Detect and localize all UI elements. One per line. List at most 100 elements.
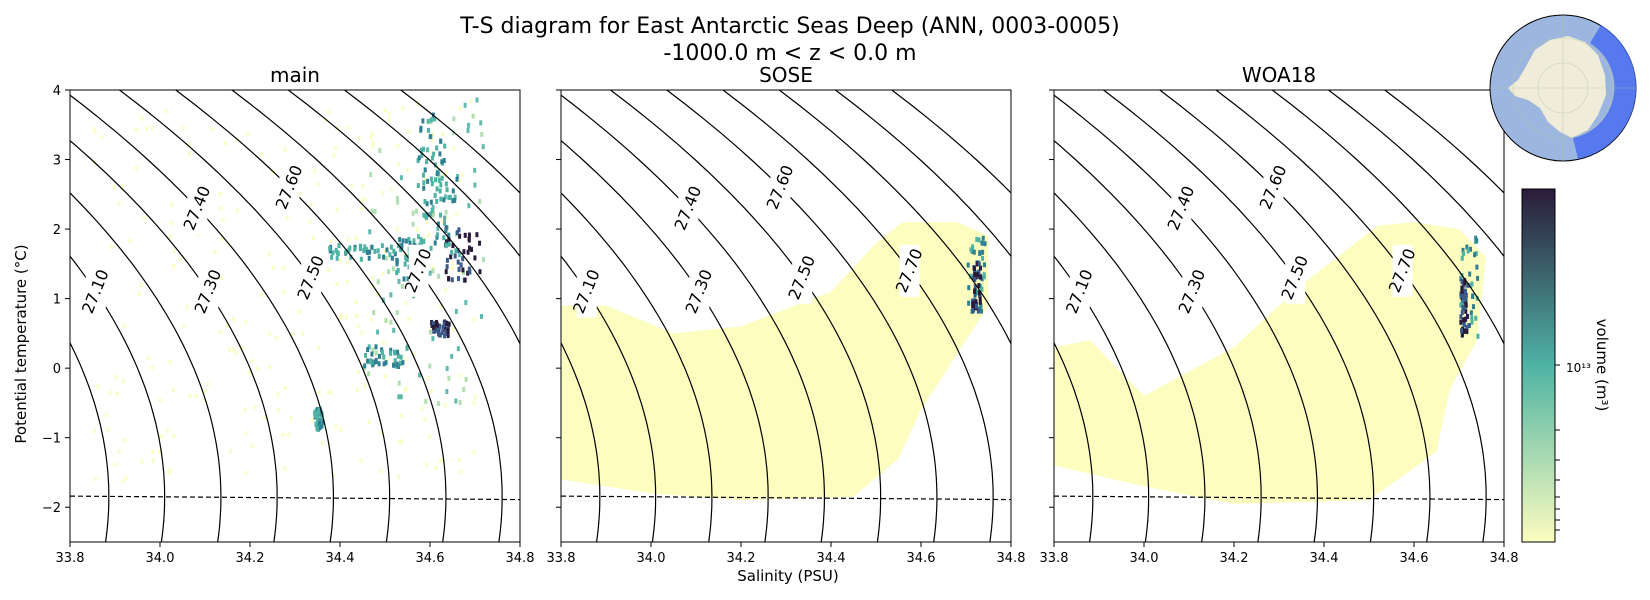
data-bin [142, 216, 146, 221]
data-bin [115, 391, 119, 396]
data-bin [363, 383, 367, 388]
x-tick-label: 34.0 [1130, 551, 1159, 566]
data-bin-hotspot [422, 185, 426, 191]
data-bin [164, 108, 168, 113]
data-bin-hotspot [438, 188, 442, 194]
data-bin [437, 173, 441, 179]
data-bin [355, 388, 359, 393]
data-bin [112, 185, 116, 190]
data-bin-hotspot [422, 146, 426, 152]
data-bin [93, 429, 97, 434]
data-bin [480, 131, 484, 137]
data-bin-hotspot [445, 320, 449, 326]
data-bin-hotspot [389, 244, 393, 250]
panel-title: SOSE [759, 63, 813, 87]
data-bin-hotspot [416, 158, 420, 164]
data-bin-hotspot [402, 276, 406, 282]
data-bin-hotspot [435, 322, 439, 328]
data-bin [272, 265, 276, 270]
data-bin-hotspot [314, 411, 318, 417]
data-bin-hotspot [443, 321, 447, 327]
x-tick-label: 33.8 [547, 551, 576, 566]
y-tick-label: 0 [53, 362, 61, 377]
data-bin [475, 97, 479, 103]
data-bin [150, 365, 154, 370]
data-bin [93, 130, 97, 135]
data-bin-hotspot [424, 214, 428, 220]
data-bin-hotspot [443, 333, 447, 339]
data-bin [367, 371, 371, 377]
data-bin-hotspot [384, 360, 388, 366]
data-bin-hotspot [973, 277, 977, 283]
data-bin [334, 145, 338, 150]
data-bin [361, 184, 365, 189]
data-bin-hotspot [419, 240, 423, 246]
data-bin-hotspot [445, 187, 449, 193]
contour-label-bg [408, 244, 429, 297]
data-bin [346, 125, 350, 130]
data-bin [429, 327, 433, 332]
density-contour [70, 139, 278, 542]
data-bin-hotspot [447, 195, 451, 201]
data-bin [399, 175, 403, 181]
data-bin-hotspot [395, 270, 399, 276]
data-bin [420, 406, 424, 411]
data-bin [285, 215, 289, 220]
data-bin-hotspot [468, 269, 472, 275]
data-bin-hotspot [1465, 325, 1469, 331]
data-bin-hotspot [1475, 238, 1479, 244]
data-bin-hotspot [435, 145, 439, 151]
contour-label: 27.40 [1163, 183, 1198, 233]
data-bin-hotspot [367, 255, 371, 261]
data-bin-hotspot [349, 254, 353, 260]
data-bin [397, 394, 401, 400]
data-bin-hotspot [436, 221, 440, 227]
data-bin-hotspot [433, 240, 437, 246]
data-bin [218, 191, 222, 196]
data-bin-hotspot [434, 319, 438, 325]
data-bin-hotspot [981, 255, 985, 261]
data-bin [460, 173, 464, 178]
data-bin [123, 438, 127, 443]
data-bin [382, 340, 386, 345]
data-bin [431, 204, 435, 210]
data-bin [317, 182, 321, 187]
data-bin [369, 317, 373, 322]
data-bin-hotspot [975, 272, 979, 278]
data-bin [436, 401, 440, 407]
data-bin [423, 177, 427, 182]
data-bin [134, 166, 138, 171]
data-bin [472, 317, 476, 322]
data-bin-hotspot [420, 153, 424, 159]
data-bin [442, 173, 446, 178]
data-bin [391, 266, 395, 272]
data-bin-hotspot [967, 300, 971, 306]
data-bin [121, 379, 125, 384]
data-bin [372, 310, 376, 316]
contour-label-bg [1263, 161, 1284, 214]
data-bin-hotspot [403, 261, 407, 267]
data-bin-hotspot [1460, 279, 1464, 285]
figure-title-line2: -1000.0 m < z < 0.0 m [663, 41, 916, 66]
data-bin [370, 132, 374, 137]
data-bin-hotspot [442, 197, 446, 203]
data-bin-hotspot [380, 347, 384, 353]
data-bin-hotspot [437, 332, 441, 338]
data-bin [225, 323, 229, 328]
data-bin-hotspot [396, 353, 400, 359]
contour-label-bg [792, 251, 813, 304]
data-bin-hotspot [1459, 302, 1463, 308]
data-bin [378, 148, 382, 154]
data-bin-hotspot [441, 324, 445, 330]
data-bin [354, 300, 358, 305]
y-axis-label: Potential temperature (°C) [12, 244, 30, 443]
data-bin [443, 194, 447, 200]
data-bin-hotspot [1469, 283, 1473, 289]
data-bin [268, 365, 272, 370]
freezing-line [70, 495, 520, 501]
data-bin [370, 208, 374, 214]
data-bin-hotspot [440, 159, 444, 165]
data-bin-hotspot [972, 266, 976, 272]
data-bin-hotspot [433, 192, 437, 198]
data-bin-hotspot [473, 255, 477, 261]
